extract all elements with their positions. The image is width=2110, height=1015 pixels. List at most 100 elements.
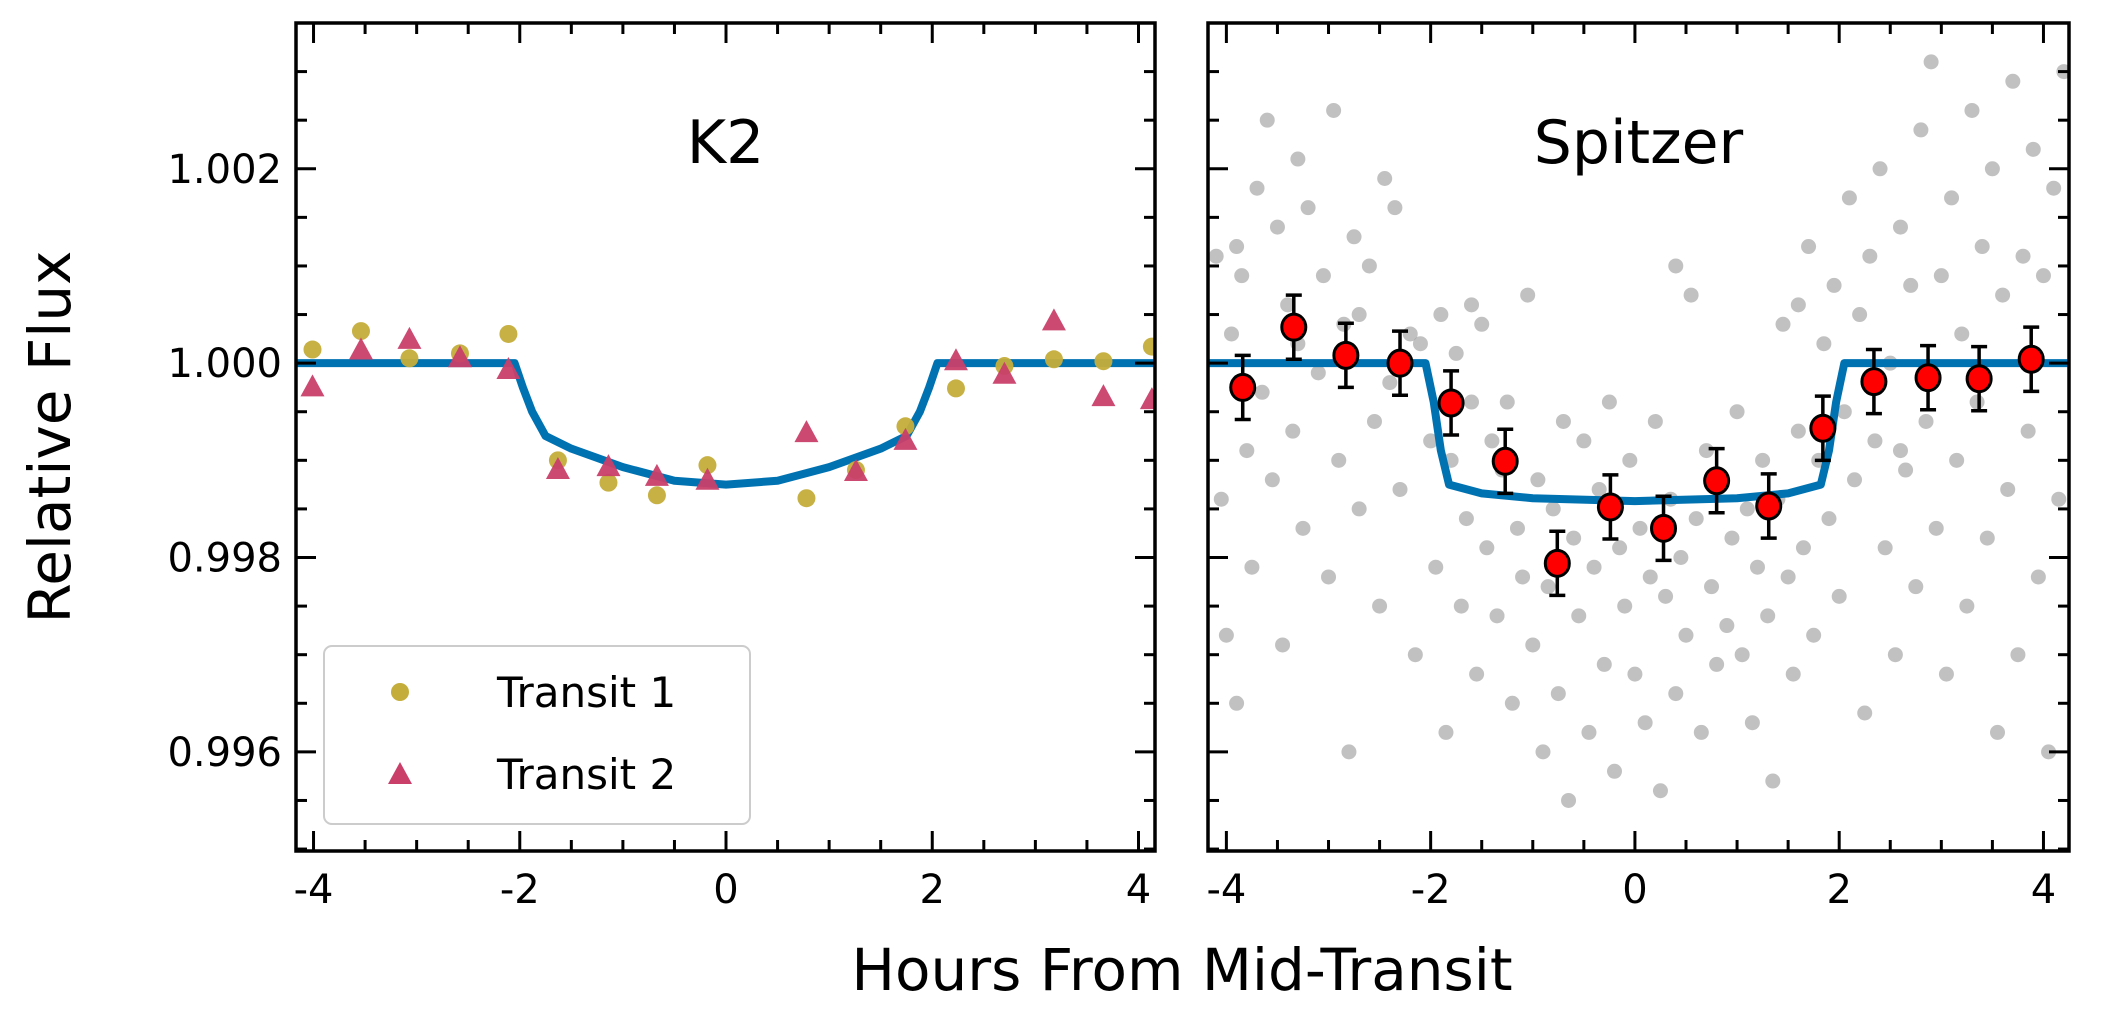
transit-1-point bbox=[946, 379, 965, 398]
unbinned-point bbox=[1259, 112, 1275, 128]
unbinned-point bbox=[1954, 326, 1970, 342]
unbinned-point bbox=[1366, 413, 1382, 429]
unbinned-point bbox=[1223, 326, 1239, 342]
unbinned-point bbox=[1964, 102, 1980, 118]
transit-1-point bbox=[1094, 352, 1113, 371]
unbinned-point bbox=[1944, 190, 1960, 206]
unbinned-point bbox=[2015, 248, 2031, 264]
transit-2-point bbox=[496, 356, 521, 379]
legend-label-transit-2: Transit 2 bbox=[496, 750, 676, 799]
unbinned-point bbox=[1229, 239, 1245, 255]
unbinned-point bbox=[2020, 423, 2036, 439]
unbinned-point bbox=[2010, 647, 2026, 663]
transit-2-point bbox=[695, 467, 720, 490]
unbinned-point bbox=[1280, 297, 1296, 313]
binned-point bbox=[1914, 363, 1942, 393]
transit-model-line bbox=[296, 359, 1155, 489]
unbinned-point bbox=[1275, 637, 1291, 653]
unbinned-point bbox=[1785, 666, 1801, 682]
panel-title: K2 bbox=[687, 108, 765, 178]
x-tick-label: 4 bbox=[2031, 867, 2056, 913]
transit-2-point bbox=[1139, 387, 1155, 410]
unbinned-point bbox=[2035, 268, 2051, 284]
unbinned-point bbox=[1693, 724, 1709, 740]
unbinned-point bbox=[1285, 423, 1301, 439]
unbinned-point bbox=[1208, 248, 1224, 264]
binned-point bbox=[1386, 348, 1414, 378]
unbinned-point bbox=[1765, 773, 1781, 789]
unbinned-point bbox=[2051, 491, 2067, 507]
unbinned-point bbox=[1627, 666, 1643, 682]
unbinned-point bbox=[1642, 569, 1658, 585]
unbinned-point bbox=[1632, 520, 1648, 536]
unbinned-point bbox=[1264, 472, 1280, 488]
unbinned-point bbox=[1637, 715, 1653, 731]
unbinned-point bbox=[1423, 433, 1439, 449]
y-tick-label: 1.000 bbox=[167, 341, 282, 387]
unbinned-point bbox=[1520, 287, 1536, 303]
unbinned-point bbox=[1433, 307, 1449, 323]
unbinned-point bbox=[1892, 443, 1908, 459]
unbinned-point bbox=[1795, 540, 1811, 556]
unbinned-point bbox=[1959, 598, 1975, 614]
unbinned-point bbox=[1213, 491, 1229, 507]
unbinned-point bbox=[1351, 501, 1367, 517]
unbinned-point bbox=[1622, 452, 1638, 468]
unbinned-point bbox=[1831, 588, 1847, 604]
unbinned-point bbox=[1341, 744, 1357, 760]
transit-2-point bbox=[397, 326, 422, 349]
transit-2-point bbox=[1041, 308, 1066, 331]
unbinned-point bbox=[1372, 598, 1388, 614]
unbinned-point bbox=[1581, 724, 1597, 740]
unbinned-point bbox=[1755, 452, 1771, 468]
unbinned-point bbox=[1744, 715, 1760, 731]
unbinned-point bbox=[1852, 307, 1868, 323]
unbinned-point bbox=[1412, 336, 1428, 352]
unbinned-point bbox=[1872, 161, 1888, 177]
unbinned-point bbox=[1724, 530, 1740, 546]
unbinned-point bbox=[2041, 744, 2057, 760]
unbinned-point bbox=[1458, 511, 1474, 527]
unbinned-point bbox=[1709, 656, 1725, 672]
unbinned-point bbox=[1576, 433, 1592, 449]
unbinned-point bbox=[1928, 520, 1944, 536]
unbinned-point bbox=[1392, 481, 1408, 497]
transit-2-point bbox=[545, 457, 570, 480]
unbinned-point bbox=[1453, 598, 1469, 614]
unbinned-point bbox=[1749, 559, 1765, 575]
unbinned-point bbox=[1734, 647, 1750, 663]
legend-box bbox=[323, 645, 751, 825]
unbinned-point bbox=[1509, 520, 1525, 536]
unbinned-point bbox=[1790, 423, 1806, 439]
unbinned-point bbox=[1555, 413, 1571, 429]
unbinned-point bbox=[1234, 268, 1250, 284]
transit-2-point bbox=[300, 374, 325, 397]
unbinned-point bbox=[1469, 666, 1485, 682]
unbinned-point bbox=[1596, 656, 1612, 672]
transit-2-point bbox=[348, 337, 373, 360]
unbinned-point bbox=[1949, 452, 1965, 468]
unbinned-point bbox=[1877, 540, 1893, 556]
unbinned-point bbox=[1315, 268, 1331, 284]
unbinned-point bbox=[1938, 666, 1954, 682]
unbinned-point bbox=[1760, 608, 1776, 624]
unbinned-point bbox=[1606, 763, 1622, 779]
transit-2-point bbox=[596, 454, 621, 477]
binned-point bbox=[1543, 548, 1571, 578]
unbinned-point bbox=[1780, 569, 1796, 585]
transit-2-point bbox=[843, 458, 868, 481]
transit-1-point bbox=[797, 489, 816, 508]
unbinned-point bbox=[1990, 724, 2006, 740]
unbinned-point bbox=[1821, 511, 1837, 527]
unbinned-point bbox=[1479, 540, 1495, 556]
unbinned-point bbox=[1867, 433, 1883, 449]
unbinned-point bbox=[1841, 190, 1857, 206]
unbinned-point bbox=[1898, 462, 1914, 478]
transit-1-point bbox=[351, 322, 370, 341]
x-axis-label: Hours From Mid-Transit bbox=[851, 936, 1512, 1004]
transit-2-point bbox=[644, 463, 669, 486]
unbinned-point bbox=[1826, 277, 1842, 293]
unbinned-point bbox=[1984, 161, 2000, 177]
unbinned-point bbox=[1836, 404, 1852, 420]
